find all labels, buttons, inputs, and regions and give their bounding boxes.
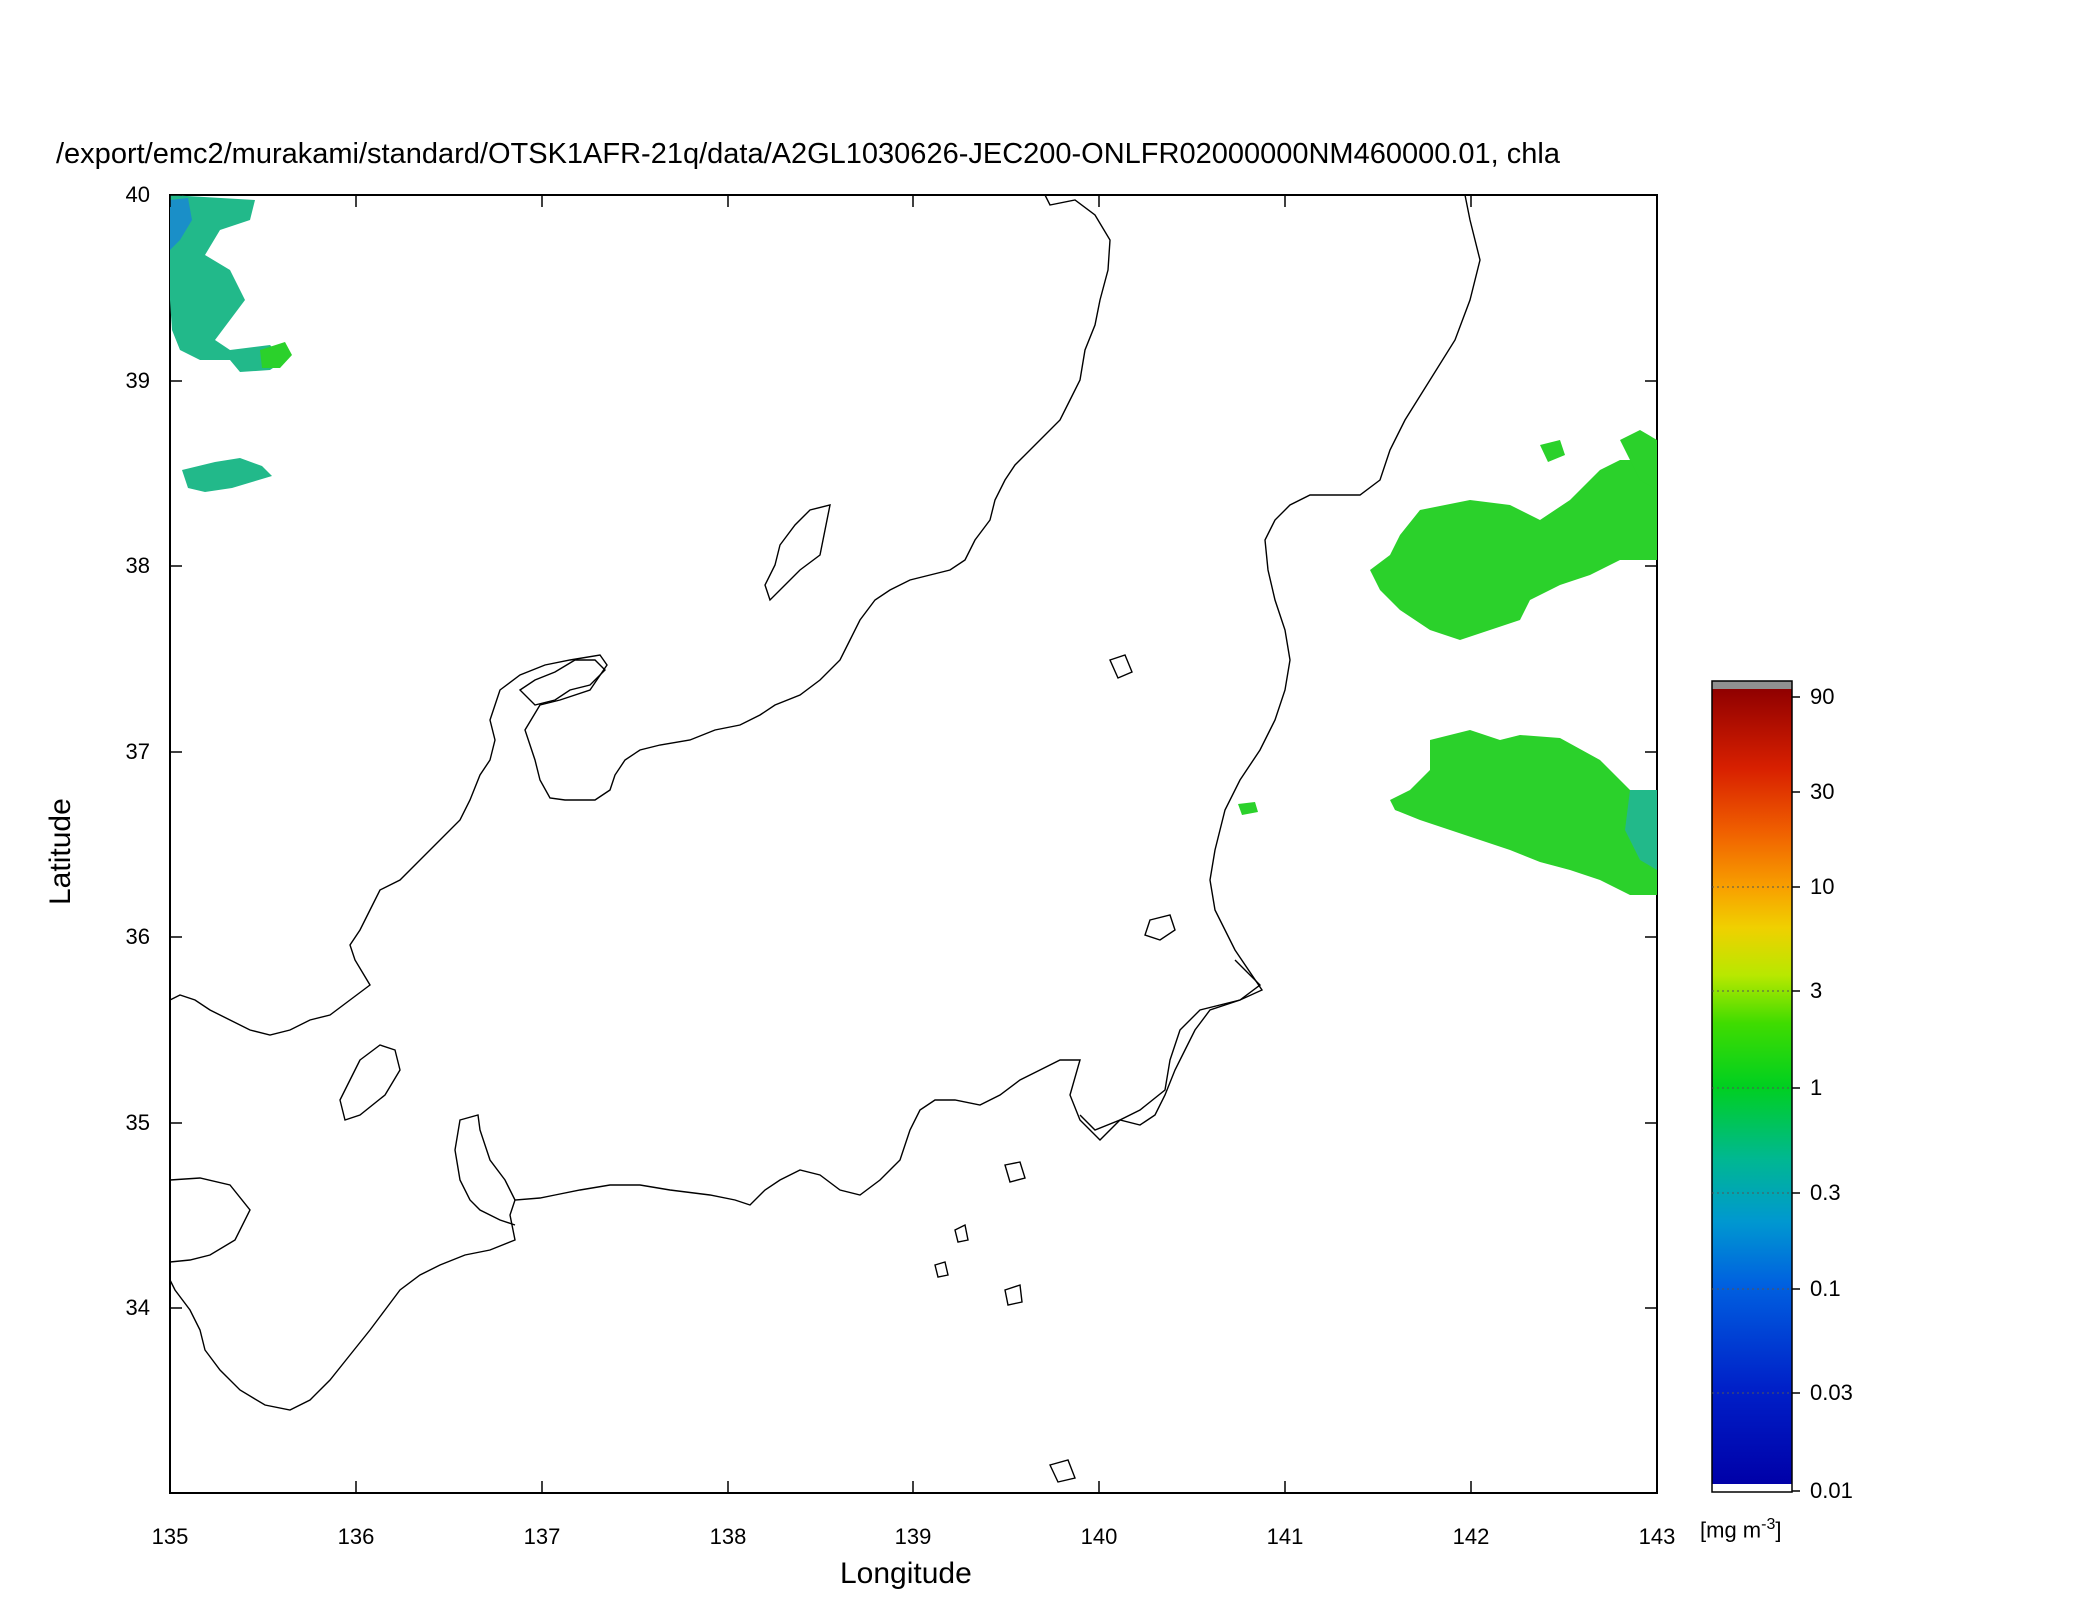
unit-prefix: [mg m	[1700, 1517, 1762, 1543]
coastline-izu-islands-1	[1004, 1161, 1026, 1183]
colorbar-tick-label: 0.3	[1810, 1180, 1841, 1205]
axis-ticks	[169, 194, 1658, 1493]
chla-patch-coast-small	[1238, 802, 1258, 815]
coastline-kasumigaura	[1144, 914, 1176, 941]
chla-patch-nw4	[170, 198, 192, 250]
colorbar-unit-label: [mg m-3]	[1700, 1516, 1781, 1543]
unit-exponent: -3	[1761, 1516, 1776, 1533]
coastline-izu-islands-2	[1004, 1284, 1023, 1306]
y-tick-label: 38	[125, 553, 150, 578]
colorbar	[1711, 680, 1800, 1493]
chla-patch-e2-edge	[1625, 790, 1657, 870]
y-tick-label: 40	[125, 182, 150, 207]
coastline-noto	[518, 659, 606, 706]
colorbar-tick-label: 0.01	[1810, 1478, 1853, 1503]
coastline-shikoku	[169, 1177, 251, 1263]
colorbar-tick-label: 90	[1810, 684, 1835, 709]
coastline-honshu-pacific	[169, 194, 1481, 1411]
colorbar-frame	[1711, 680, 1793, 1493]
chla-patch-e1-tail	[1620, 430, 1657, 490]
colorbar-tick-label: 30	[1810, 779, 1835, 804]
chla-patch-e1	[1370, 460, 1657, 640]
x-tick-label: 138	[709, 1524, 747, 1549]
coastline-ise-bay	[454, 1114, 516, 1226]
y-tick-label: 34	[125, 1295, 150, 1320]
x-tick-label: 137	[523, 1524, 561, 1549]
colorbar-tick-label: 1	[1810, 1075, 1823, 1100]
coastline-izu-islands-5	[954, 1223, 969, 1243]
coastline-boso	[1079, 959, 1262, 1131]
colorbar-cap	[1712, 681, 1792, 689]
colorbar-tick-label: 0.03	[1810, 1380, 1853, 1405]
colorbar-bottom	[1712, 1484, 1792, 1492]
colorbar-gridlines	[1712, 886, 1792, 1394]
chla-patch-e2	[1390, 730, 1657, 895]
coastline-izu-islands-3	[1049, 1459, 1076, 1483]
map-title: /export/emc2/murakami/standard/OTSK1AFR-…	[56, 138, 1560, 170]
unit-suffix: ]	[1775, 1517, 1782, 1543]
y-tick-label: 35	[125, 1110, 150, 1135]
coastline-awashima	[1109, 654, 1133, 679]
colorbar-gradient	[1712, 689, 1792, 1484]
colorbar-tick-label: 10	[1810, 874, 1835, 899]
chla-patch-nw2	[260, 342, 292, 368]
x-tick-label: 141	[1266, 1524, 1304, 1549]
x-tick-label: 143	[1638, 1524, 1676, 1549]
x-tick-label: 135	[151, 1524, 189, 1549]
colorbar-tick-label: 3	[1810, 978, 1823, 1003]
coastline	[169, 194, 1481, 1483]
chla-patch-nw1	[170, 195, 285, 372]
coastline-awaji	[339, 1044, 401, 1121]
colorbar-ticks	[1792, 696, 1800, 1492]
x-axis-title: Longitude	[840, 1557, 972, 1590]
y-tick-label: 36	[125, 924, 150, 949]
chla-patch-e1-small	[1540, 440, 1565, 462]
x-tick-label: 139	[894, 1524, 932, 1549]
coastline-izu-islands-4	[934, 1261, 949, 1278]
y-tick-label: 39	[125, 368, 150, 393]
y-tick-label: 37	[125, 739, 150, 764]
colorbar-tick-label: 0.1	[1810, 1276, 1841, 1301]
x-tick-label: 140	[1080, 1524, 1118, 1549]
y-axis-title: Latitude	[44, 798, 77, 905]
coastline-sado	[764, 504, 831, 602]
x-tick-label: 142	[1452, 1524, 1490, 1549]
chla-patch-nw3	[182, 458, 272, 492]
coastline-honshu-west	[169, 194, 1111, 1036]
chla-patches	[170, 195, 1657, 895]
x-tick-label: 136	[337, 1524, 375, 1549]
map-plot-area	[169, 194, 1658, 1494]
